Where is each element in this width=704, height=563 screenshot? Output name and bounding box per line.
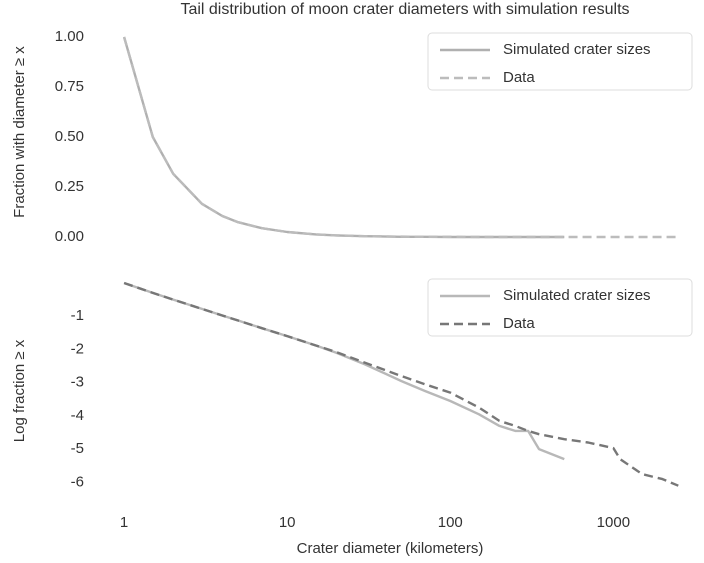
y-tick-label: -5	[71, 440, 84, 457]
y-tick-label: -2	[71, 340, 84, 357]
y-tick-label: 0.00	[55, 228, 84, 245]
x-tick-label: 1000	[597, 514, 630, 531]
y-axis-label: Log fraction ≥ x	[11, 339, 28, 442]
y-tick-label: -6	[71, 473, 84, 490]
series-line	[123, 281, 679, 487]
y-tick-label: 0.50	[55, 128, 84, 145]
x-tick-label: 100	[438, 514, 463, 531]
legend-label: Simulated crater sizes	[503, 41, 651, 58]
y-tick-label: 0.25	[55, 178, 84, 195]
y-tick-label: -4	[71, 407, 84, 424]
legend-box	[427, 278, 693, 337]
series-line	[122, 36, 565, 239]
y-tick-label: 1.00	[55, 28, 84, 45]
y-tick-label: 0.75	[55, 78, 84, 95]
y-axis-label: Fraction with diameter ≥ x	[11, 46, 28, 218]
y-tick-label: -1	[71, 307, 84, 324]
legend-label: Data	[503, 315, 535, 332]
chart-title: Tail distribution of moon crater diamete…	[180, 1, 629, 18]
y-tick-label: -3	[71, 374, 84, 391]
legend-box	[427, 32, 693, 91]
x-tick-label: 1	[120, 514, 128, 531]
series-line	[122, 36, 679, 239]
x-tick-label: 10	[279, 514, 296, 531]
legend-label: Data	[503, 69, 535, 86]
legend-label: Simulated crater sizes	[503, 287, 651, 304]
x-axis-label: Crater diameter (kilometers)	[297, 540, 484, 557]
